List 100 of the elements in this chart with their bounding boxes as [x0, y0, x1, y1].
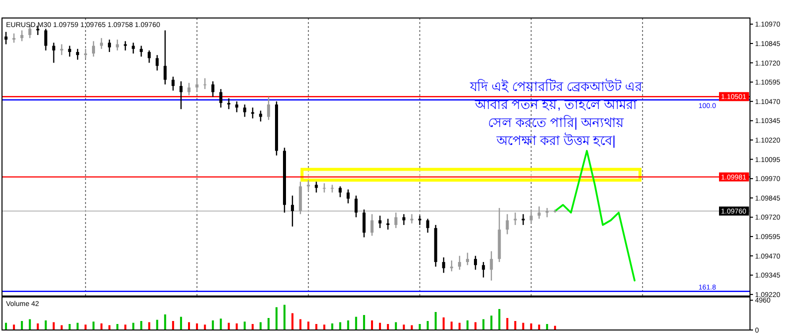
candlestick — [211, 80, 214, 98]
bar — [347, 320, 350, 330]
candlestick — [227, 98, 230, 110]
candlestick — [84, 48, 88, 59]
candlestick — [60, 44, 64, 56]
bar — [283, 304, 286, 330]
candlestick — [164, 30, 167, 86]
candlestick — [402, 214, 406, 226]
bar — [418, 324, 421, 330]
candlestick — [314, 181, 318, 194]
bar — [307, 322, 310, 330]
candlestick — [426, 218, 430, 234]
bar — [530, 323, 532, 330]
bar — [100, 323, 102, 330]
bar — [363, 315, 366, 330]
candlestick — [370, 214, 374, 236]
bar — [204, 324, 206, 330]
candlestick — [466, 252, 470, 266]
candlestick — [306, 180, 310, 192]
bar — [394, 322, 397, 330]
candlestick — [44, 28, 48, 52]
bar — [522, 322, 524, 330]
bar — [124, 324, 126, 330]
bar — [68, 324, 71, 330]
bar — [84, 324, 87, 330]
bar — [315, 324, 318, 330]
bar — [514, 321, 516, 330]
candlestick — [410, 214, 414, 224]
candlestick — [195, 79, 198, 92]
candlestick — [290, 195, 294, 228]
bar — [252, 324, 254, 330]
bar — [546, 324, 548, 330]
bar — [28, 319, 31, 330]
candlestick — [100, 37, 103, 50]
bar — [164, 314, 166, 330]
candlestick — [68, 45, 72, 58]
candlestick — [20, 30, 24, 42]
bar — [442, 317, 445, 330]
candlestick — [394, 212, 398, 229]
bar — [188, 322, 190, 330]
bar — [60, 325, 63, 330]
bar — [339, 322, 342, 330]
candlestick — [482, 261, 485, 278]
candlestick — [362, 208, 366, 238]
bar — [371, 320, 374, 330]
candlestick — [418, 215, 422, 226]
candlestick — [116, 39, 119, 52]
bar — [323, 324, 326, 330]
candlestick — [12, 32, 16, 44]
bar — [180, 316, 182, 330]
bar — [490, 316, 492, 330]
bar — [355, 316, 358, 330]
bar — [450, 322, 453, 330]
bar — [291, 313, 294, 330]
bar — [52, 322, 55, 330]
candlestick — [346, 188, 350, 204]
candlestick — [442, 256, 446, 274]
bar — [36, 323, 39, 330]
candlestick — [156, 54, 159, 72]
bar — [4, 322, 7, 330]
bar — [482, 319, 484, 330]
candlestick — [92, 40, 96, 58]
candlestick — [243, 104, 246, 118]
annotation: যদি এই পেয়ারটির ব্রেকআউট এর আবার পতন হয়, তাহলে আমরা সেল করতে পারি| অন্যথায় অপেক্ষা করা উত্তম হবে| — [468, 79, 644, 148]
candlestick — [124, 40, 127, 52]
bar — [498, 309, 500, 330]
candlestick — [188, 82, 190, 96]
bar — [76, 322, 79, 330]
candlestick — [530, 208, 533, 224]
candlestick — [514, 212, 517, 226]
bar — [156, 320, 158, 330]
candlestick — [259, 110, 262, 122]
bar — [172, 321, 174, 330]
bar — [132, 322, 134, 330]
bar — [20, 321, 23, 330]
candlestick — [180, 80, 183, 110]
bar — [220, 318, 222, 330]
candlestick — [522, 214, 525, 226]
bar — [268, 318, 270, 330]
bar — [378, 322, 381, 330]
bar — [140, 321, 142, 330]
candlestick — [490, 250, 493, 282]
bar — [402, 324, 405, 330]
candlestick — [506, 214, 509, 235]
candlestick — [235, 100, 238, 113]
bar — [434, 312, 437, 330]
candlestick — [458, 255, 462, 270]
bar — [458, 322, 461, 330]
candlestick — [76, 48, 80, 60]
bar — [260, 322, 262, 330]
bar — [538, 324, 540, 330]
candlestick — [267, 96, 270, 121]
bar — [108, 325, 110, 330]
bar — [466, 320, 469, 330]
candlestick — [474, 255, 477, 270]
line-series — [554, 150, 636, 282]
candlestick — [52, 42, 56, 64]
bar — [474, 322, 476, 330]
bar — [386, 324, 389, 330]
bar — [276, 307, 278, 330]
